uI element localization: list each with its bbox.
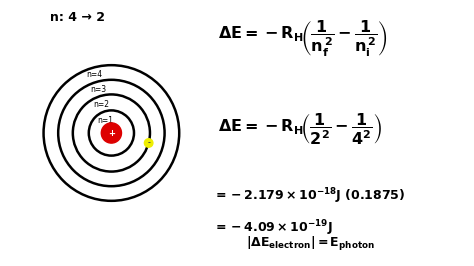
Text: n=2: n=2 (94, 100, 110, 109)
Circle shape (145, 139, 153, 147)
Text: n: 4 → 2: n: 4 → 2 (50, 11, 105, 24)
Text: -: - (147, 140, 150, 146)
Text: $\mathbf{= -2.179 \times 10^{-18}J\ (0.1875)}$: $\mathbf{= -2.179 \times 10^{-18}J\ (0.1… (213, 186, 406, 206)
Text: $\mathbf{\Delta E = -R_H\!\left(\dfrac{1}{n_f^{\,2}}-\dfrac{1}{n_i^{\,2}}\right): $\mathbf{\Delta E = -R_H\!\left(\dfrac{1… (218, 19, 388, 59)
Text: n=3: n=3 (90, 85, 106, 94)
Text: $\mathbf{= -4.09 \times 10^{-19}J}$: $\mathbf{= -4.09 \times 10^{-19}J}$ (213, 218, 333, 238)
Text: $\mathbf{\Delta E = -R_H\!\left(\dfrac{1}{2^2}-\dfrac{1}{4^2}\right)}$: $\mathbf{\Delta E = -R_H\!\left(\dfrac{1… (218, 112, 383, 147)
Text: +: + (108, 128, 115, 138)
Text: n=4: n=4 (86, 70, 102, 80)
Text: $\mathbf{|\Delta E_{electron}| = E_{photon}}$: $\mathbf{|\Delta E_{electron}| = E_{phot… (246, 235, 375, 253)
Circle shape (101, 123, 121, 143)
Text: n=1: n=1 (98, 116, 114, 125)
